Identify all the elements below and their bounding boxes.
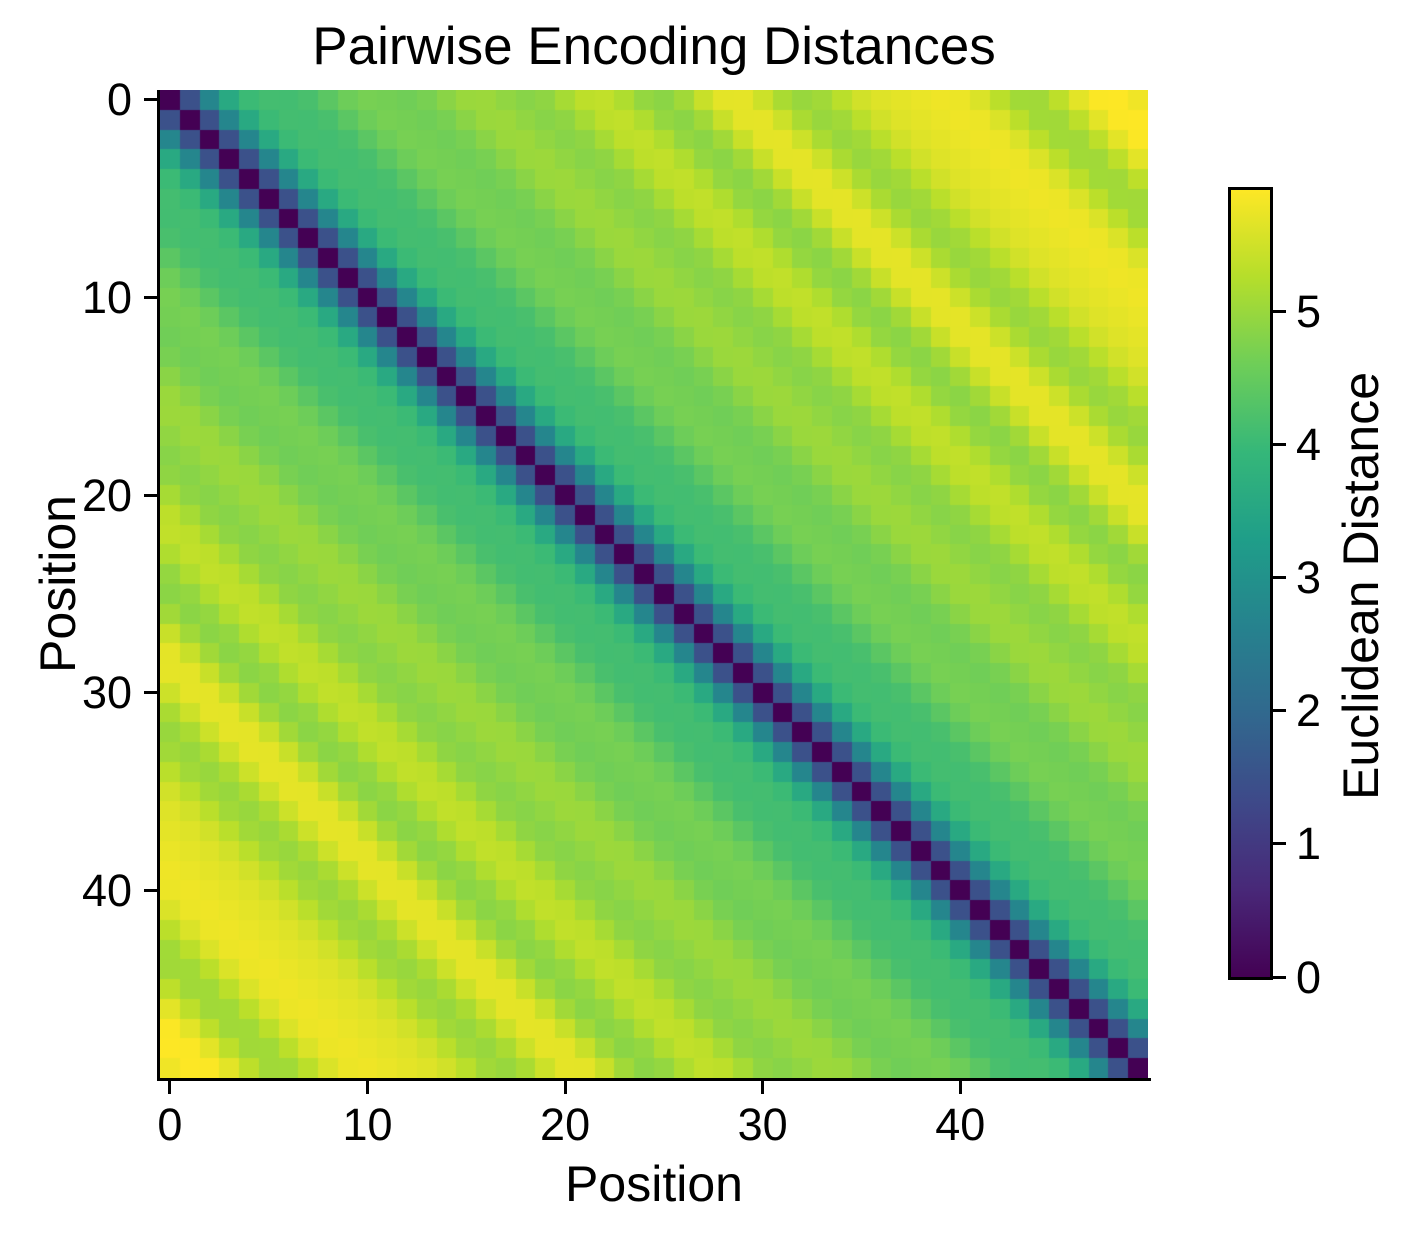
y-tick-mark	[144, 691, 157, 695]
colorbar-tick-mark	[1273, 709, 1286, 713]
colorbar-tick-mark	[1273, 310, 1286, 314]
x-tick-mark	[365, 1081, 369, 1094]
y-tick-label: 0	[106, 74, 132, 126]
y-tick-mark	[144, 888, 157, 892]
x-tick-mark	[958, 1081, 962, 1094]
x-tick-mark	[761, 1081, 765, 1094]
x-axis-label: Position	[565, 1156, 743, 1212]
colorbar-tick-label: 0	[1296, 951, 1322, 1003]
colorbar-tick-mark	[1273, 576, 1286, 580]
chart-title: Pairwise Encoding Distances	[312, 16, 996, 76]
y-axis-label: Position	[30, 495, 86, 673]
colorbar-tick-mark	[1273, 975, 1286, 979]
x-tick-mark	[563, 1081, 567, 1094]
colorbar-tick-label: 5	[1296, 286, 1322, 338]
x-axis-spine	[157, 1078, 1151, 1081]
y-tick-label: 40	[81, 864, 132, 916]
y-tick-mark	[144, 493, 157, 497]
x-tick-label: 0	[157, 1099, 183, 1150]
x-tick-label: 40	[935, 1099, 986, 1150]
y-tick-label: 20	[81, 469, 132, 521]
colorbar-tick-label: 3	[1296, 552, 1322, 604]
x-tick-label: 30	[737, 1099, 788, 1150]
y-tick-label: 10	[81, 271, 132, 323]
colorbar-tick-label: 4	[1296, 419, 1322, 471]
x-tick-label: 10	[342, 1099, 393, 1150]
colorbar-tick-label: 1	[1296, 818, 1322, 870]
colorbar-tick-mark	[1273, 443, 1286, 447]
colorbar-tick-label: 2	[1296, 685, 1322, 737]
y-axis-spine	[157, 90, 160, 1081]
x-tick-label: 20	[540, 1099, 591, 1150]
colorbar-gradient	[1228, 187, 1273, 980]
heatmap-canvas	[160, 90, 1148, 1078]
x-tick-mark	[168, 1081, 172, 1094]
y-tick-mark	[144, 295, 157, 299]
y-tick-mark	[144, 98, 157, 102]
y-tick-label: 30	[81, 667, 132, 719]
colorbar-label: Euclidean Distance	[1333, 371, 1389, 801]
colorbar-tick-mark	[1273, 842, 1286, 846]
